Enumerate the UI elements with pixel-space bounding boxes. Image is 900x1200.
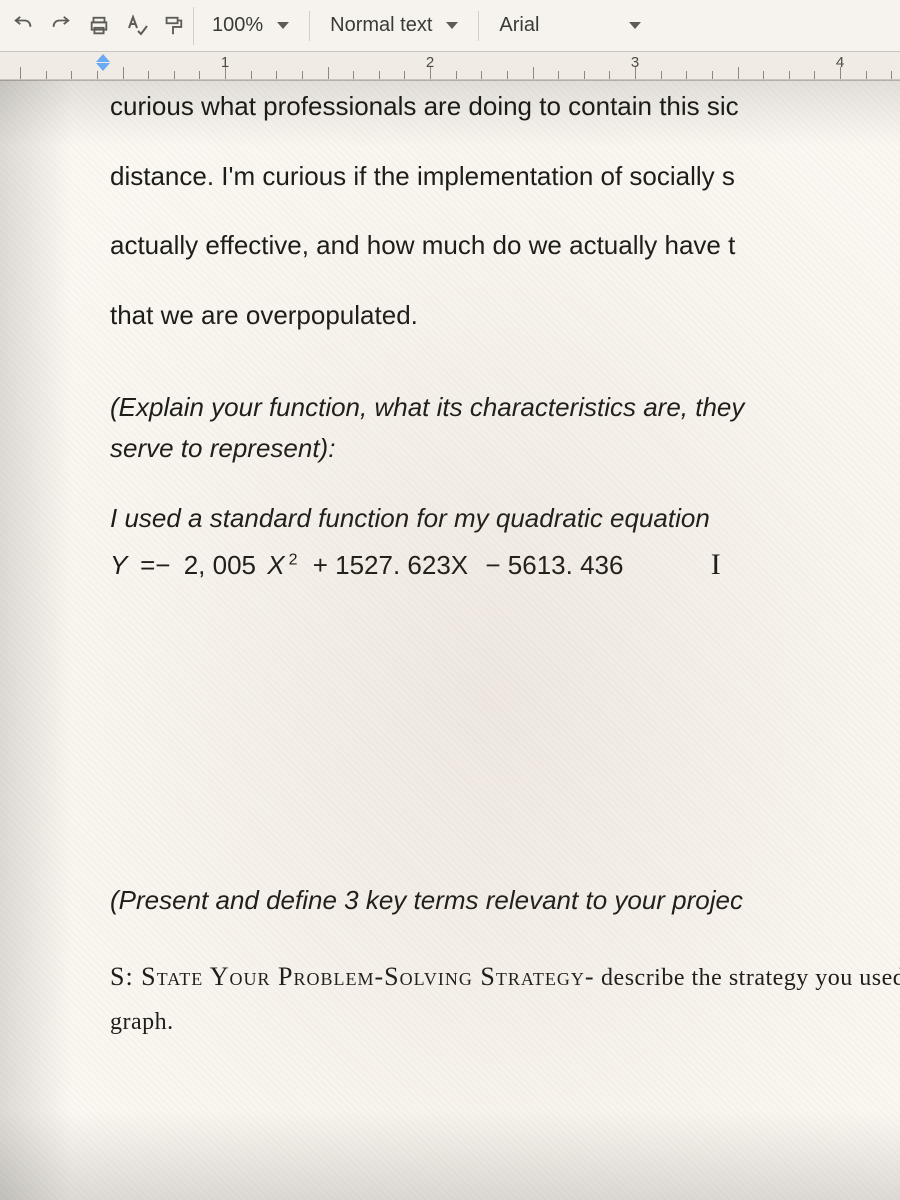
toolbar: 100% Normal text Arial: [0, 0, 900, 52]
body-text-line: that we are overpopulated.: [110, 297, 900, 335]
ruler-number: 4: [836, 54, 844, 71]
ruler-number: 3: [631, 54, 639, 71]
redo-button[interactable]: [42, 7, 80, 45]
ruler-number: 2: [426, 54, 434, 71]
indent-marker[interactable]: [96, 54, 110, 71]
spellcheck-button[interactable]: [118, 7, 156, 45]
chevron-down-icon: [446, 22, 458, 29]
section-heading-line2: graph.: [110, 1005, 900, 1040]
text-cursor: I: [711, 548, 721, 582]
ruler-number: 1: [221, 54, 229, 71]
ruler[interactable]: 1 2 3 4: [0, 52, 900, 80]
toolbar-divider: [478, 11, 479, 41]
chevron-down-icon: [277, 22, 289, 29]
paint-format-button[interactable]: [156, 7, 194, 45]
prompt-text: serve to represent):: [110, 430, 900, 468]
answer-text: I used a standard function for my quadra…: [110, 500, 900, 538]
undo-button[interactable]: [4, 7, 42, 45]
print-button[interactable]: [80, 7, 118, 45]
font-family-value: Arial: [499, 14, 539, 37]
body-text-line: curious what professionals are doing to …: [110, 88, 900, 126]
prompt-text: (Present and define 3 key terms relevant…: [110, 882, 900, 920]
toolbar-divider: [309, 11, 310, 41]
zoom-value: 100%: [212, 14, 263, 37]
body-text-line: distance. I'm curious if the implementat…: [110, 158, 900, 196]
font-family-dropdown[interactable]: Arial: [485, 7, 655, 45]
equation: Y =− 2, 005 X2 + 1527. 623X − 5613. 436 …: [110, 548, 900, 582]
section-heading: S: State Your Problem-Solving Strategy- …: [110, 958, 900, 996]
body-text-line: actually effective, and how much do we a…: [110, 227, 900, 265]
chevron-down-icon: [629, 22, 641, 29]
paragraph-style-dropdown[interactable]: Normal text: [316, 7, 472, 45]
paragraph-style-value: Normal text: [330, 14, 432, 37]
prompt-text: (Explain your function, what its charact…: [110, 389, 900, 427]
zoom-dropdown[interactable]: 100%: [198, 7, 303, 45]
document-page[interactable]: curious what professionals are doing to …: [0, 80, 900, 1200]
